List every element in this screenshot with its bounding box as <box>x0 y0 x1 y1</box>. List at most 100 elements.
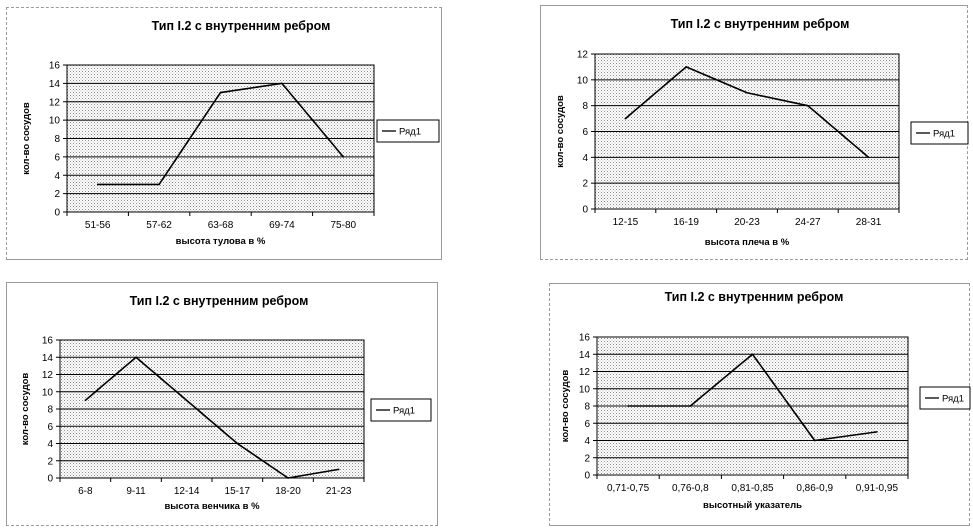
y-tick-label: 4 <box>54 171 60 182</box>
legend-entry: Ряд1 <box>933 129 955 140</box>
legend-entry: Ряд1 <box>942 394 964 405</box>
x-tick-label: 63-68 <box>208 220 234 231</box>
x-tick-label: 18-20 <box>275 486 301 497</box>
y-axis-label: кол-во сосудов <box>555 95 566 168</box>
data-point <box>236 442 239 445</box>
x-tick-label: 28-31 <box>856 217 882 228</box>
x-tick-label: 12-15 <box>613 217 639 228</box>
legend: Ряд1 <box>370 398 432 422</box>
x-tick-label: 6-8 <box>78 486 93 497</box>
y-tick-label: 16 <box>579 333 591 344</box>
y-axis-label: кол-во сосудов <box>20 373 31 446</box>
data-point <box>281 82 283 85</box>
data-point <box>876 431 878 433</box>
chart-svg: Тип I.2 с внутренним ребром 0 2 4 6 8 10 12 14 16… <box>560 290 971 511</box>
y-tick-label: 12 <box>579 367 591 378</box>
y-tick-label: 6 <box>54 152 60 163</box>
data-point <box>746 91 748 94</box>
x-tick-label: 69-74 <box>269 220 295 231</box>
y-tick-label: 4 <box>582 153 588 164</box>
x-axis-label: высота плеча в % <box>705 237 790 248</box>
data-point <box>84 399 87 402</box>
y-tick-label: 4 <box>47 439 53 450</box>
x-axis-label: высота тулова в % <box>176 236 266 247</box>
y-tick-label: 2 <box>582 179 588 190</box>
y-tick-label: 0 <box>47 474 53 485</box>
chart-title: Тип I.2 с внутренним ребром <box>130 294 309 308</box>
x-tick-label: 15-17 <box>225 486 251 497</box>
y-tick-label: 10 <box>579 384 591 395</box>
x-tick-label: 20-23 <box>734 217 760 228</box>
x-axis-label: высота венчика в % <box>164 501 260 512</box>
x-tick-label: 51-56 <box>85 220 111 231</box>
y-tick-label: 6 <box>582 127 588 138</box>
y-tick-label: 10 <box>577 75 589 86</box>
y-tick-label: 10 <box>49 116 61 127</box>
x-tick-label: 0,86-0,9 <box>796 483 833 494</box>
y-axis-label: кол-во сосудов <box>21 102 32 175</box>
y-axis-label: кол-во сосудов <box>560 370 571 443</box>
data-point <box>158 183 160 186</box>
chart-svg: Тип I.2 с внутренним ребром 0 2 4 6 8 10 12 12-1… <box>555 17 969 248</box>
y-tick-label: 2 <box>47 456 53 467</box>
chart-panel-1: Тип I.2 с внутренним ребром 0 2 4 6 8 10 12 14 16… <box>6 7 442 260</box>
legend-entry: Ряд1 <box>393 406 415 417</box>
chart-svg: Тип I.2 с внутренним ребром 0 2 4 6 8 10 12 14 16… <box>20 294 432 512</box>
data-point <box>813 439 816 442</box>
x-tick-label: 0,91-0,95 <box>856 483 899 494</box>
y-tick-label: 0 <box>582 205 588 216</box>
chart-panel-3: Тип I.2 с внутренним ребром 0 2 4 6 8 10 12 14 16… <box>6 282 438 526</box>
x-tick-label: 57-62 <box>146 220 172 231</box>
data-point <box>807 104 809 107</box>
chart-panel-4: Тип I.2 с внутренним ребром 0 2 4 6 8 10 12 14 16… <box>549 283 971 526</box>
x-tick-label: 0,81-0,85 <box>731 483 774 494</box>
y-tick-label: 8 <box>582 101 588 112</box>
legend-box <box>919 386 971 410</box>
legend: Ряд1 <box>919 386 971 410</box>
y-tick-label: 6 <box>47 422 53 433</box>
y-tick-label: 6 <box>584 419 590 430</box>
data-point <box>96 183 99 186</box>
legend: Ряд1 <box>910 121 969 145</box>
data-point <box>867 156 870 159</box>
data-point <box>287 477 289 479</box>
data-point <box>627 405 629 407</box>
x-tick-label: 0,71-0,75 <box>607 483 650 494</box>
legend-box <box>910 121 969 145</box>
y-tick-label: 2 <box>54 189 60 200</box>
data-point <box>624 117 627 120</box>
y-tick-label: 14 <box>579 350 591 361</box>
y-tick-label: 0 <box>54 208 60 219</box>
chart-title: Тип I.2 с внутренним ребром <box>152 19 331 33</box>
data-point <box>689 405 692 407</box>
y-tick-label: 2 <box>584 453 590 464</box>
data-point <box>185 399 188 402</box>
y-tick-label: 12 <box>577 50 589 61</box>
y-tick-label: 0 <box>584 471 590 482</box>
legend-box <box>376 119 440 143</box>
chart-title: Тип I.2 с внутренним ребром <box>671 17 850 31</box>
y-tick-label: 16 <box>42 336 54 347</box>
chart-title: Тип I.2 с внутренним ребром <box>665 290 844 304</box>
data-point <box>135 356 137 359</box>
data-point <box>685 66 687 68</box>
y-tick-label: 14 <box>49 79 61 90</box>
chart-svg: Тип I.2 с внутренним ребром 0 2 4 6 8 10 12 14 16… <box>21 19 440 247</box>
x-tick-label: 24-27 <box>795 217 821 228</box>
x-axis-label: высотный указатель <box>703 500 802 511</box>
legend-entry: Ряд1 <box>399 127 421 138</box>
data-point <box>337 468 340 471</box>
x-tick-label: 21-23 <box>326 486 352 497</box>
data-point <box>751 353 754 356</box>
data-point <box>219 91 222 94</box>
x-tick-label: 16-19 <box>673 217 699 228</box>
y-tick-label: 14 <box>42 353 54 364</box>
y-tick-label: 8 <box>584 402 590 413</box>
chart-panel-2: Тип I.2 с внутренним ребром 0 2 4 6 8 10 12 12-1… <box>540 5 969 260</box>
data-point <box>342 156 345 158</box>
legend-box <box>370 398 432 422</box>
y-tick-label: 8 <box>54 134 60 145</box>
legend: Ряд1 <box>376 119 440 143</box>
y-tick-label: 12 <box>42 370 54 381</box>
x-tick-label: 9-11 <box>126 486 146 497</box>
